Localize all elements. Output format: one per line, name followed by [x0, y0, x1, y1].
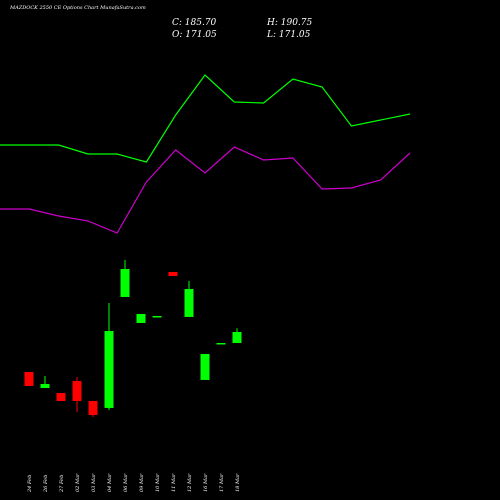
x-tick-label: 26 Feb: [43, 475, 49, 493]
candle-body: [72, 381, 82, 401]
low-label: L: 171.05: [266, 30, 311, 40]
close-label: C: 185.70: [172, 18, 217, 28]
candle-body: [216, 342, 226, 345]
x-tick-label: 03 Mar: [91, 473, 97, 492]
indicator-line: [0, 146, 411, 234]
candle-body: [56, 393, 66, 401]
x-tick-label: 17 Mar: [219, 473, 225, 492]
chart-title: MAZDOCK 2550 CE Options Chart MunafaSutr…: [9, 5, 146, 11]
x-tick-label: 12 Mar: [187, 473, 193, 492]
x-tick-label: 16 Mar: [203, 473, 209, 492]
x-tick-label: 06 Mar: [123, 473, 129, 492]
indicator-line: [0, 74, 411, 163]
candle-body: [152, 315, 162, 318]
x-tick-label: 02 Mar: [75, 473, 81, 492]
x-tick-label: 24 Feb: [27, 475, 33, 493]
x-tick-label: 09 Mar: [139, 473, 145, 492]
candle-body: [232, 331, 242, 343]
candle-body: [120, 268, 130, 297]
candle-body: [88, 400, 98, 416]
candle-body: [40, 384, 50, 388]
candle-body: [200, 353, 210, 380]
candle-body: [136, 313, 146, 323]
x-tick-label: 04 Mar: [107, 473, 113, 492]
x-tick-label: 18 Mar: [235, 473, 241, 492]
x-tick-label: 10 Mar: [155, 473, 161, 492]
candle-body: [104, 331, 114, 408]
open-label: O: 171.05: [172, 30, 217, 40]
high-label: H: 190.75: [266, 18, 313, 28]
x-tick-label: 11 Mar: [171, 473, 177, 492]
candle-body: [168, 271, 178, 276]
candle-body: [184, 288, 194, 317]
candle-body: [24, 371, 34, 386]
x-tick-label: 27 Feb: [59, 475, 65, 493]
